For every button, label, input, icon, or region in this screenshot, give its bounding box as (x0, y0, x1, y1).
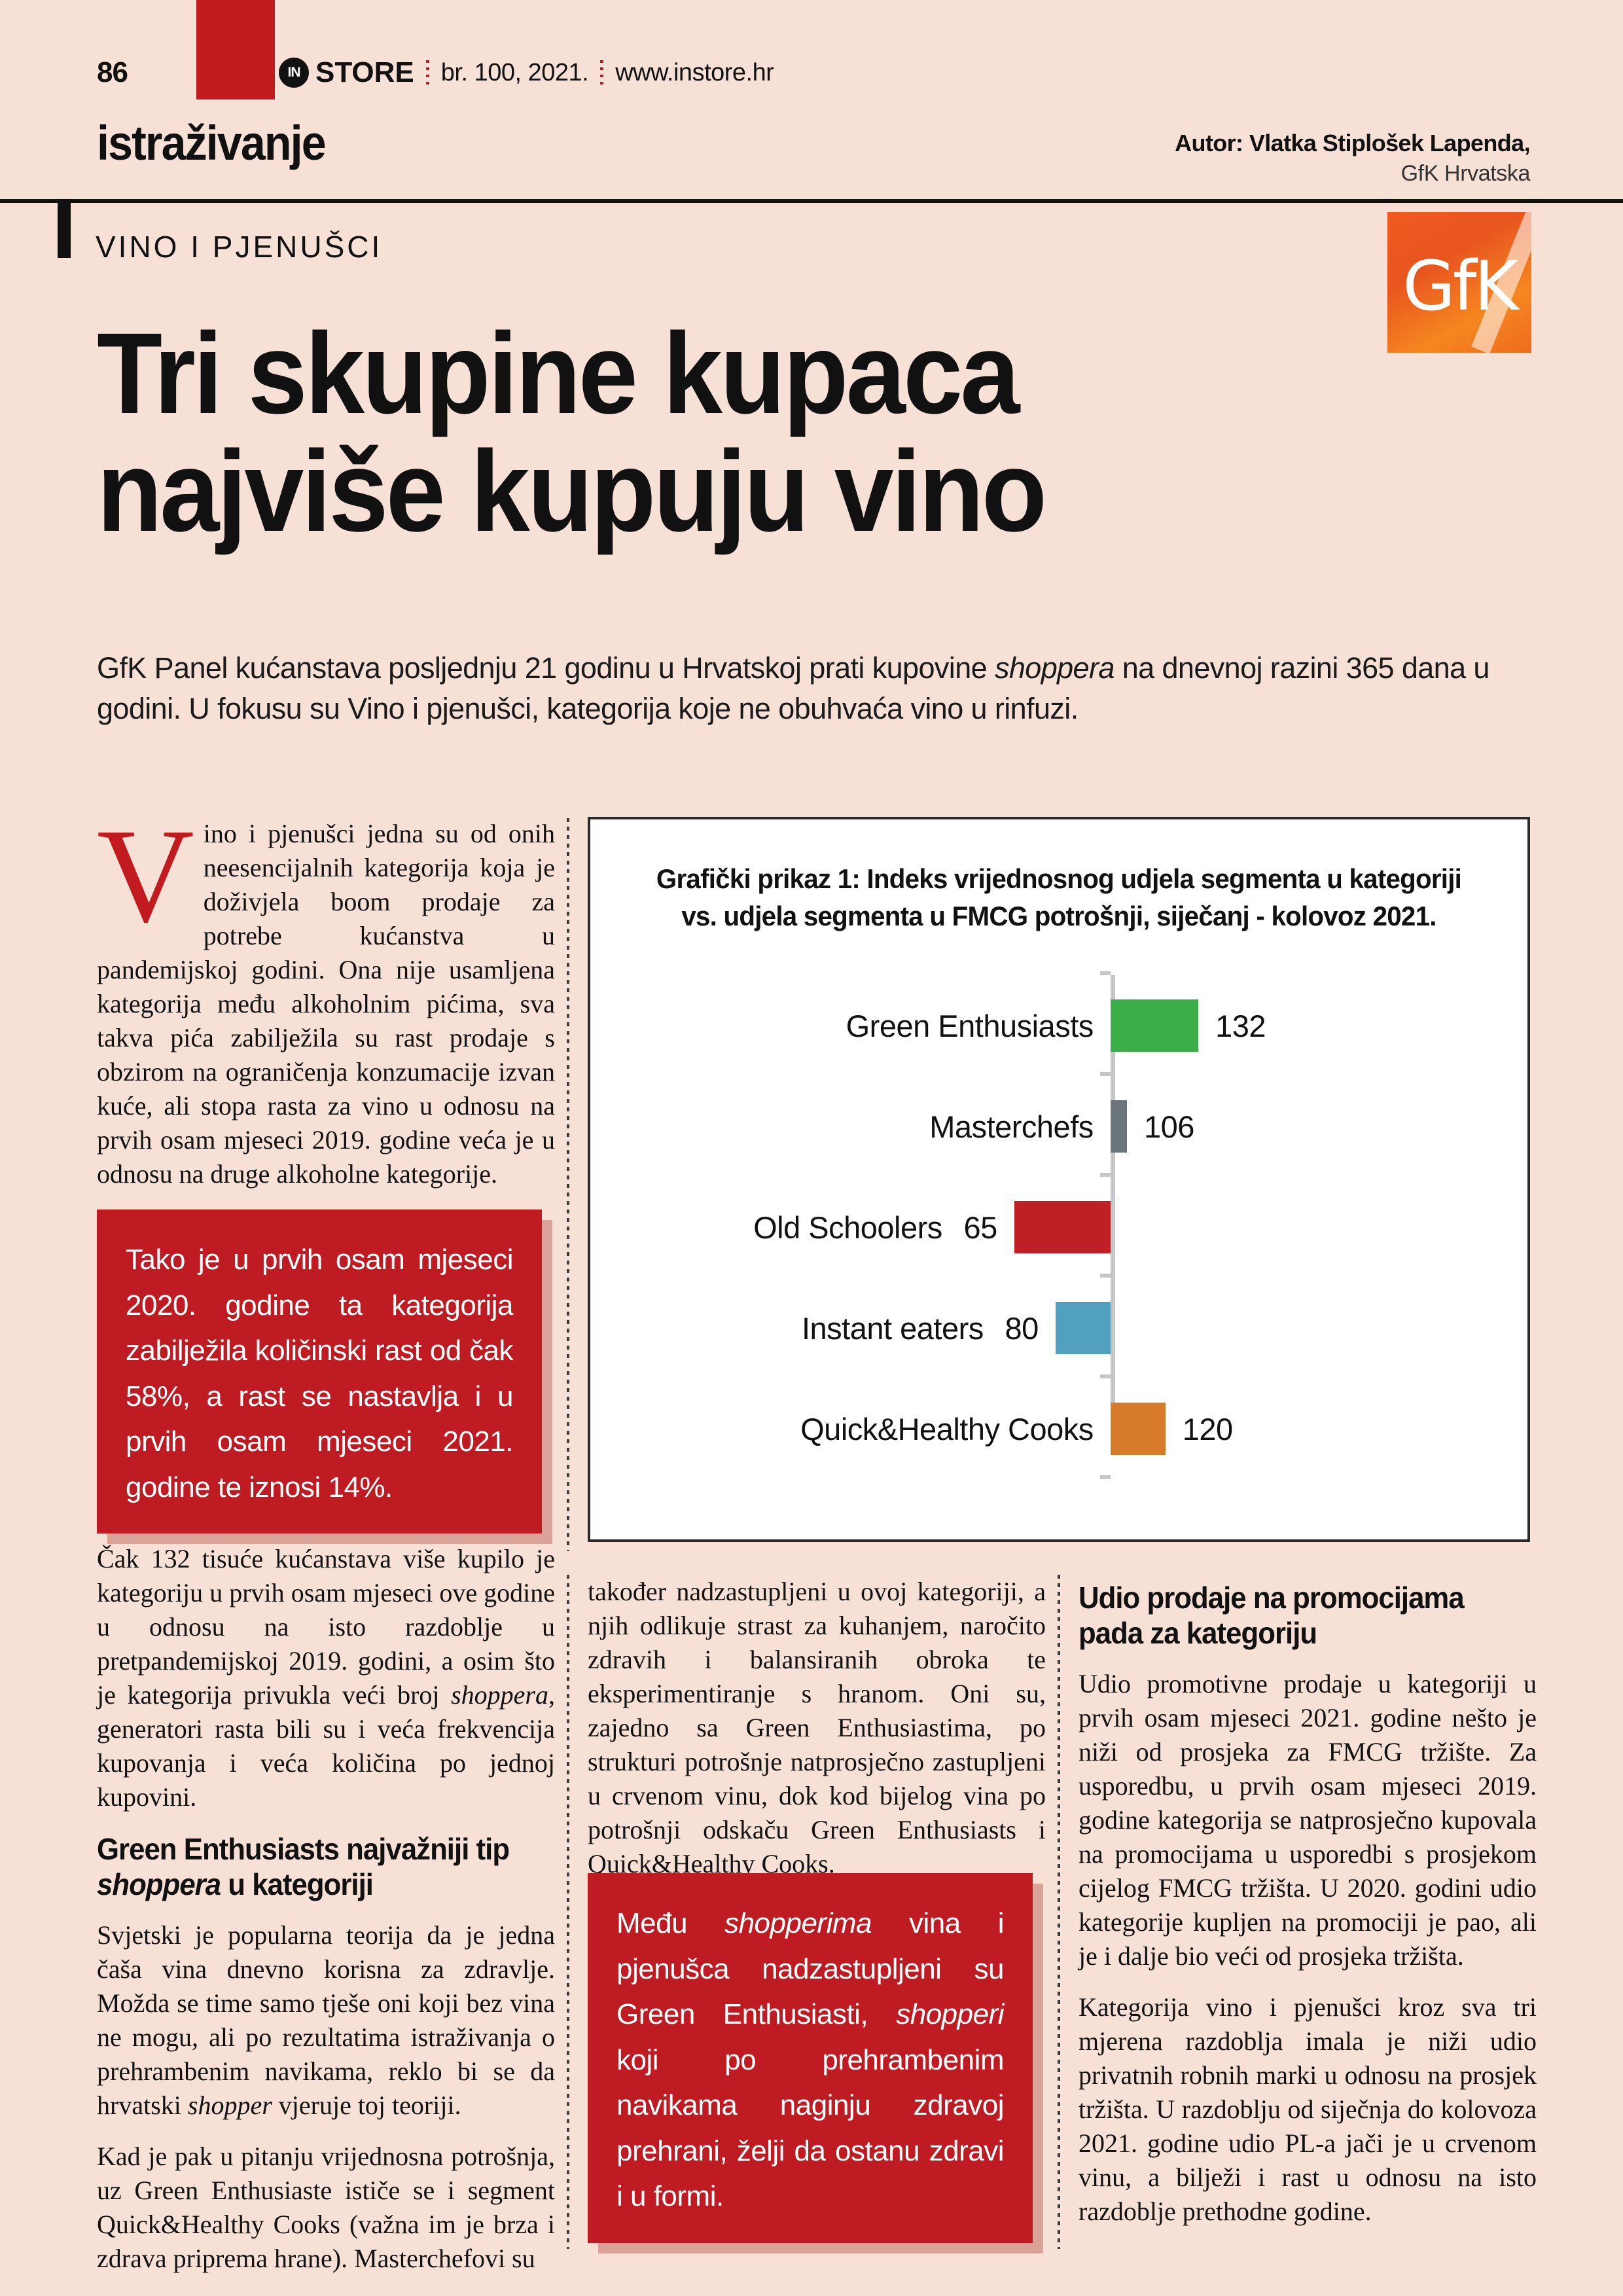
author-company: GfK Hrvatska (1400, 161, 1531, 186)
quote-emphasis: shopperi (896, 1998, 1004, 2031)
paragraph-text: , generatori rasta bili su i veća frekve… (97, 1680, 555, 1812)
section-subheading: Green Enthusiasts najvažniji tip shopper… (97, 1831, 532, 1903)
pull-quote-2: Među shopperima vina i pjenušca nadzastu… (588, 1873, 1043, 2253)
paragraph-emphasis: shoppera (451, 1680, 548, 1710)
drop-cap: V (97, 800, 194, 950)
chart-bar (1055, 1302, 1111, 1355)
dot-separator-icon (425, 60, 429, 85)
subheading-text: Green Enthusiasts najvažniji tip (97, 1832, 510, 1866)
author-name: Autor: Vlatka Stiplošek Lapenda, (1175, 130, 1531, 156)
paragraph-text: ino i pjenušci jedna su od onih neesenci… (97, 819, 555, 1189)
chart-figure: Grafički prikaz 1: Indeks vrijednosnog u… (588, 817, 1530, 1542)
chart-value-label: 106 (1143, 1109, 1194, 1144)
store-wordmark: STORE (315, 56, 414, 88)
paragraph-text: vjeruje toj teoriji. (272, 2090, 461, 2120)
standfirst-part-2: na dnevnoj razini 365 dana u godini. U f… (97, 651, 1489, 726)
kicker-accent-bar (58, 203, 71, 258)
chart-tick (1099, 971, 1111, 976)
body-column-3: Udio prodaje na promocijama pada za kate… (1079, 1575, 1537, 2246)
chart-value-label: 80 (1005, 1310, 1039, 1346)
quote-text: koji po prehrambenim navikama naginju zd… (616, 2043, 1005, 2213)
section-title: istraživanje (97, 116, 327, 170)
website-link[interactable]: www.instore.hr (615, 58, 774, 86)
chart-tick (1099, 1072, 1111, 1077)
body-column-2: također nadzastupljeni u ovoj kategoriji… (588, 1575, 1046, 1898)
paragraph-text: Svjetski je popularna teorija da je jedn… (97, 1920, 555, 2120)
chart-tick (1099, 1475, 1111, 1480)
quote-text: Među (616, 1907, 725, 1939)
chart-category-label: Masterchefs (929, 1109, 1094, 1144)
red-flag-decoration (196, 0, 275, 99)
in-badge-icon: IN (279, 58, 309, 88)
issue-label: br. 100, 2021. (440, 58, 589, 86)
column-divider (567, 1575, 569, 2249)
chart-tick (1099, 1374, 1111, 1379)
pull-quote-1: Tako je u prvih osam mjeseci 2020. godin… (97, 1210, 552, 1545)
gfk-wordmark: GfK (1402, 246, 1518, 326)
chart-bar (1014, 1201, 1111, 1254)
chart-tick (1099, 1173, 1111, 1177)
chart-category-label: Old Schoolers (753, 1210, 942, 1245)
chart-category-label: Instant eaters (801, 1310, 984, 1346)
paragraph: Kad je pak u pitanju vrijednosna potrošn… (97, 2141, 555, 2273)
subheading-emphasis: shoppera (97, 1867, 221, 1902)
byline: Autor: Vlatka Stiplošek Lapenda, GfK Hrv… (1175, 130, 1531, 187)
paragraph: Kategorija vino i pjenušci kroz sva tri … (1079, 1992, 1537, 2226)
category-kicker: VINO I PJENUŠCI (96, 230, 383, 264)
chart-bar-row: 80 Instant eaters (590, 1278, 1527, 1378)
chart-tick (1099, 1274, 1111, 1278)
standfirst-emphasis: shoppera (994, 651, 1115, 685)
section-subheading: Udio prodaje na promocijama pada za kate… (1079, 1581, 1465, 1651)
chart-value-label: 65 (963, 1210, 997, 1245)
masthead: 86 IN STORE br. 100, 2021. www.instore.h… (0, 56, 1623, 96)
chart-category-label: Green Enthusiasts (846, 1008, 1094, 1043)
chart-bar-row: 65 Old Schoolers (590, 1177, 1527, 1278)
subheading-text: u kategoriji (221, 1867, 374, 1902)
paragraph: također nadzastupljeni u ovoj kategoriji… (588, 1577, 1046, 1878)
instore-logo: IN STORE (279, 56, 414, 89)
paragraph-text: Čak 132 tisuće kućanstava više kupilo je… (97, 1544, 555, 1710)
chart-bar (1110, 999, 1199, 1052)
page-number: 86 (97, 56, 128, 88)
column-divider (567, 818, 569, 1551)
standfirst: GfK Panel kućanstava posljednju 21 godin… (97, 648, 1504, 729)
body-column-1-cont: Čak 132 tisuće kućanstava više kupilo je… (97, 1542, 555, 2293)
pull-quote-text: Među shopperima vina i pjenušca nadzastu… (616, 1901, 1005, 2219)
paragraph: Svjetski je popularna teorija da je jedn… (97, 1918, 555, 2123)
header-divider (0, 199, 1623, 203)
chart-title: Grafički prikaz 1: Indeks vrijednosnog u… (656, 863, 1462, 932)
chart-plot-area: 132 Green Enthusiasts 106 Masterchefs 65 Old … (590, 965, 1527, 1480)
gfk-logo: GfK (1387, 212, 1531, 353)
paragraph: Čak 132 tisuće kućanstava više kupilo je… (97, 1542, 555, 1814)
chart-bar (1110, 1403, 1166, 1456)
chart-value-label: 132 (1215, 1008, 1266, 1043)
page-title: Tri skupine kupaca najviše kupuju vino (97, 310, 1047, 556)
quote-text: vina i pjenušca nadzastupljeni su Green … (616, 1907, 1005, 2031)
quote-emphasis: shopperima (724, 1907, 872, 1939)
chart-baseline-axis (1110, 975, 1115, 1451)
paragraph-emphasis: shopper (187, 2090, 272, 2120)
chart-category-label: Quick&Healthy Cooks (800, 1411, 1094, 1446)
paragraph: Udio promotivne prodaje u kategoriji u p… (1079, 1668, 1537, 1971)
dot-separator-icon (600, 60, 604, 85)
chart-bar-row: 106 Masterchefs (590, 1076, 1527, 1177)
chart-bar (1110, 1100, 1127, 1153)
column-divider (1058, 1575, 1060, 2249)
chart-bar-row: 120 Quick&Healthy Cooks (590, 1378, 1527, 1479)
chart-bar-row: 132 Green Enthusiasts (590, 975, 1527, 1076)
pull-quote-text: Tako je u prvih osam mjeseci 2020. godin… (126, 1244, 514, 1503)
chart-value-label: 120 (1182, 1411, 1233, 1446)
standfirst-part-1: GfK Panel kućanstava posljednju 21 godin… (97, 651, 995, 685)
